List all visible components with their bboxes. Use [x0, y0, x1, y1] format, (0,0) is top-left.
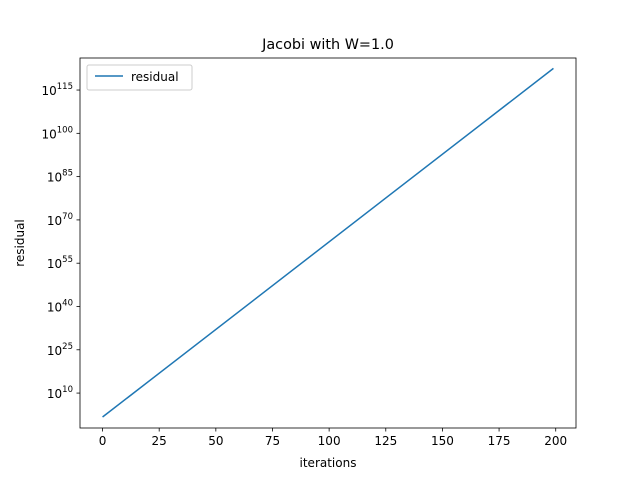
y-axis-ticks: 1010 1025 1040 1055 1070 1085 10100 10115: [41, 82, 80, 401]
y-tick-label: 1070: [47, 212, 73, 228]
y-axis-label: residual: [13, 219, 27, 267]
legend: residual: [86, 64, 193, 91]
series-line-residual: [102, 67, 554, 418]
chart-title: Jacobi with W=1.0: [261, 37, 394, 53]
axes-frame: [79, 57, 577, 429]
y-tick-label: 1055: [47, 255, 73, 271]
plot-area: [102, 67, 554, 418]
y-tick-label: 1010: [47, 385, 73, 401]
axes: [79, 57, 577, 429]
y-tick-label: 1085: [47, 169, 73, 185]
legend-box: [86, 64, 193, 91]
y-tick-label: 10115: [41, 82, 73, 98]
x-tick-label: 25: [152, 434, 167, 448]
x-tick-label: 0: [99, 434, 107, 448]
y-tick-label: 1025: [47, 342, 73, 358]
x-tick-label: 75: [265, 434, 280, 448]
x-tick-label: 50: [208, 434, 223, 448]
x-tick-label: 125: [374, 434, 397, 448]
x-tick-label: 175: [488, 434, 511, 448]
x-tick-label: 200: [544, 434, 567, 448]
y-tick-label: 10100: [41, 125, 73, 141]
x-tick-label: 100: [318, 434, 341, 448]
x-tick-label: 150: [431, 434, 454, 448]
x-axis-ticks: 0 25 50 75 100 125 150 175 200: [99, 428, 567, 448]
x-axis-label: iterations: [300, 456, 357, 470]
y-tick-label: 1040: [47, 298, 73, 314]
legend-label-residual: residual: [131, 70, 179, 84]
